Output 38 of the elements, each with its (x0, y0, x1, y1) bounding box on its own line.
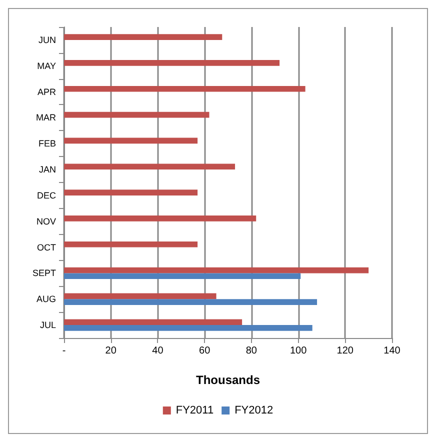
y-tick-label: MAY (37, 60, 56, 71)
x-axis-title: Thousands (196, 373, 260, 387)
bar (64, 216, 256, 222)
x-tick-label: 20 (105, 346, 117, 356)
bar (64, 273, 301, 280)
bar (64, 112, 210, 118)
y-tick-label: OCT (37, 242, 56, 252)
legend-label: FY2011 (176, 404, 214, 416)
bar (64, 60, 280, 66)
bar (64, 86, 306, 92)
y-tick-label: NOV (36, 216, 56, 226)
bar (64, 138, 198, 144)
y-tick-label: DEC (36, 190, 56, 200)
x-tick-label: - (62, 346, 66, 356)
bar (64, 241, 198, 248)
y-tick-label: JUN (38, 34, 56, 45)
y-tick-label: MAR (36, 112, 56, 123)
x-tick-label: 40 (152, 346, 164, 356)
x-tick-label: 80 (246, 346, 258, 356)
bar (64, 164, 236, 170)
legend-label: FY2012 (234, 404, 274, 416)
x-tick-label: 140 (384, 346, 401, 356)
y-tick-label: FEB (38, 138, 56, 149)
bar (64, 293, 216, 300)
bar (64, 267, 369, 274)
y-tick-label: AUG (36, 294, 56, 304)
y-tick-label: JAN (38, 164, 56, 175)
y-tick-label: SEPT (32, 268, 56, 278)
y-tick-label: JUL (40, 320, 56, 330)
bar (64, 299, 318, 305)
x-tick-label: 60 (199, 346, 211, 356)
bar (64, 319, 242, 326)
x-tick-label: 120 (336, 346, 354, 356)
y-tick-label: APR (37, 86, 56, 97)
bar (64, 34, 222, 40)
bar (64, 325, 312, 331)
x-tick-label: 100 (290, 346, 308, 356)
bar (64, 190, 198, 196)
